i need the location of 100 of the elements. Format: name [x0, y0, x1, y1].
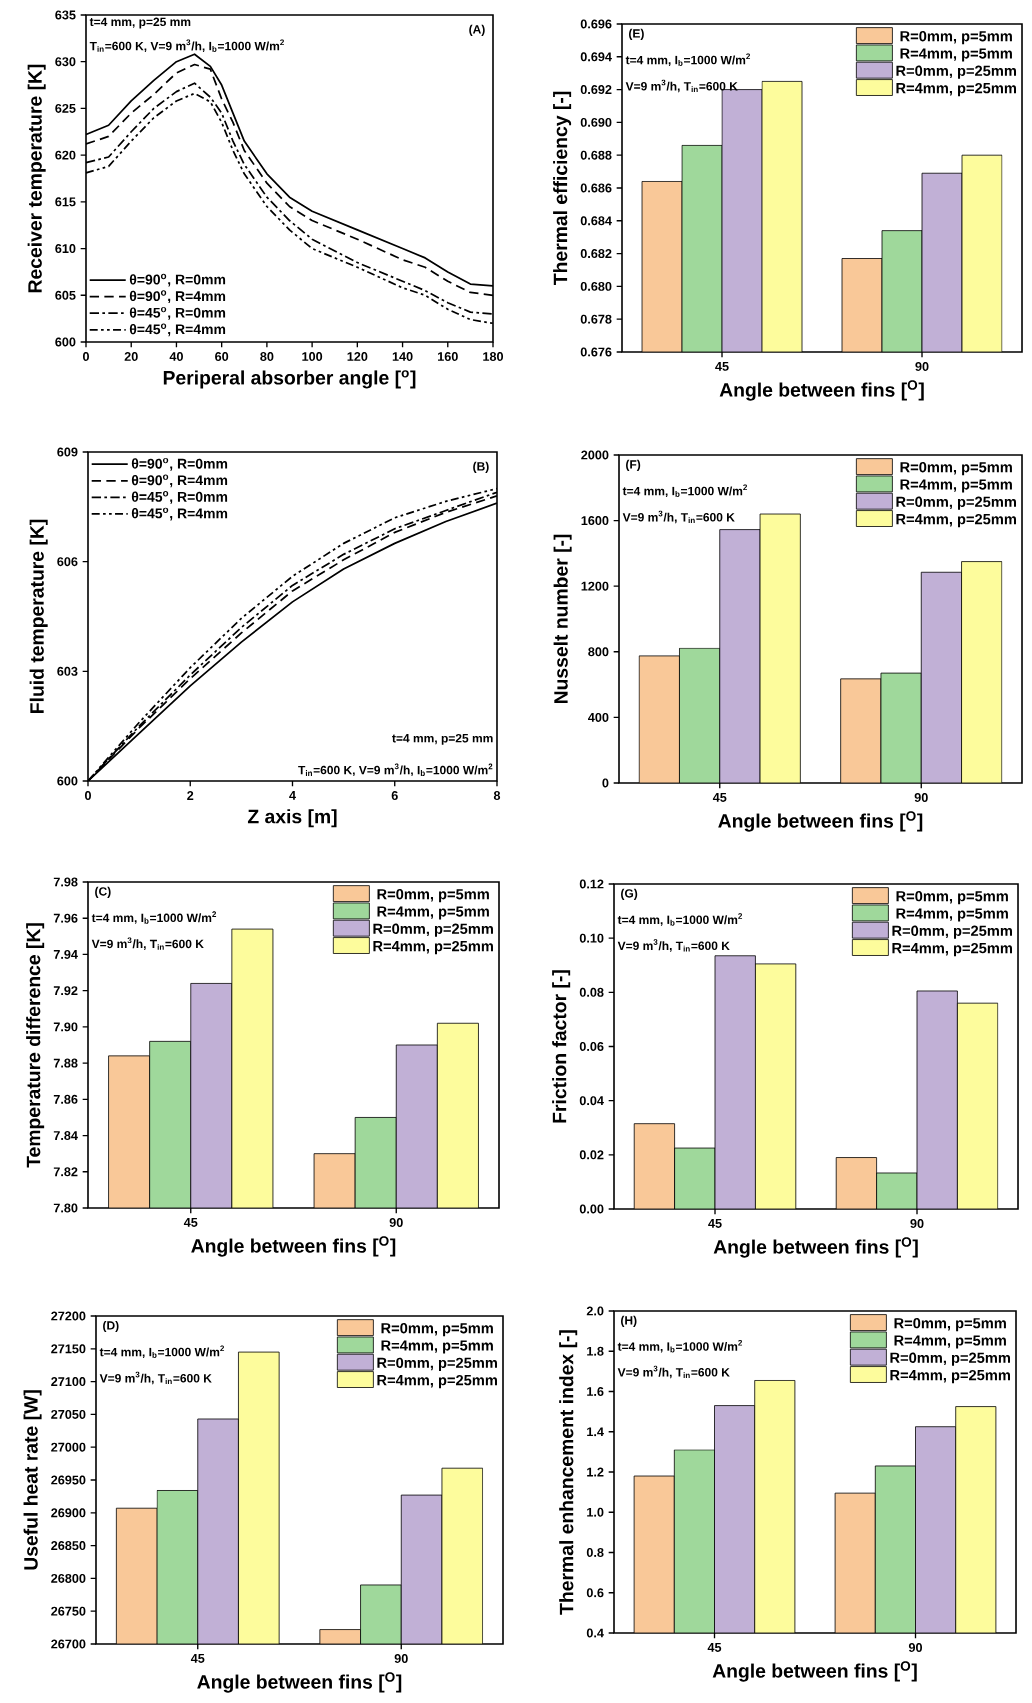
annotation: t=4 mm, p=25 mm	[392, 733, 493, 745]
y-tick-label: 2.0	[586, 1306, 604, 1316]
legend-label: R=4mm, p=5mm	[381, 1340, 493, 1354]
annotation: (A)	[469, 24, 485, 36]
legend-label: R=4mm, p=5mm	[894, 1335, 1006, 1349]
y-tick-label: 605	[55, 290, 76, 300]
y-tick-label: 26950	[51, 1475, 86, 1485]
y-tick-label: 26900	[51, 1508, 86, 1518]
legend-label: R=0mm, p=5mm	[896, 891, 1008, 905]
y-tick-label: 610	[55, 244, 76, 254]
y-tick-label: 600	[57, 776, 78, 786]
annotation: T$_{in}$=600 K, V=9 m$^{3}$/h, I$_{b}$=1000 W/m$^{2}$	[89, 39, 284, 53]
annotation: t=4 mm, I$_{b}$=1000 W/m$^{2}$	[91, 911, 217, 924]
y-tick-label: 26800	[51, 1573, 86, 1583]
y-tick-label: 27000	[51, 1442, 86, 1452]
y-tick-label: 0.690	[580, 117, 612, 127]
y-tick-label: 400	[588, 712, 609, 722]
annotation: V=9 m$^{3}$/h, T$_{in}$=600 K	[622, 510, 735, 524]
y-tick-label: 27050	[51, 1409, 86, 1419]
y-tick-label: 600	[55, 337, 76, 347]
legend-label: θ=90$^{o}$, R=4mm	[131, 474, 228, 488]
y-axis-title: Useful heat rate [W]	[23, 1390, 42, 1570]
legend-label: R=0mm, p=25mm	[896, 65, 1017, 79]
x-tick-label: 2	[187, 791, 194, 800]
y-tick-label: 7.88	[53, 1058, 78, 1068]
y-tick-label: 27100	[51, 1377, 86, 1387]
y-axis-title: Thermal enhancement index [-]	[559, 1330, 578, 1615]
legend-label: R=4mm, p=25mm	[896, 82, 1017, 97]
y-tick-label: 0.696	[580, 19, 612, 29]
annotation: t=4 mm, I$_{b}$=1000 W/m$^{2}$	[625, 53, 751, 67]
annotation: (B)	[473, 461, 489, 474]
legend-label: θ=90$^{o}$, R=0mm	[129, 273, 226, 287]
y-tick-label: 7.82	[53, 1167, 78, 1177]
y-tick-label: 1600	[581, 516, 609, 526]
annotation: (C)	[95, 886, 111, 899]
legend-label: R=4mm, p=5mm	[377, 906, 489, 920]
x-tick-label: 60	[215, 352, 229, 361]
y-tick-label: 0.676	[580, 347, 612, 357]
x-tick-label: 6	[391, 791, 398, 800]
y-tick-label: 0.694	[580, 52, 612, 62]
annotation: T$_{in}$=600 K, V=9 m$^{3}$/h, I$_{b}$=1000 W/m$^{2}$	[298, 763, 493, 777]
x-tick-label: 4	[289, 791, 296, 800]
x-tick-label: 45	[715, 362, 729, 371]
legend-label: R=0mm, p=5mm	[900, 462, 1012, 476]
legend-label: R=0mm, p=25mm	[896, 496, 1016, 510]
y-tick-label: 603	[57, 666, 78, 676]
legend-label: R=0mm, p=25mm	[892, 925, 1012, 939]
y-tick-label: 27150	[51, 1344, 86, 1354]
legend-label: R=4mm, p=25mm	[890, 1369, 1010, 1384]
annotation: t=4 mm, I$_{b}$=1000 W/m$^{2}$	[617, 913, 743, 926]
x-axis-title: Z axis [m]	[247, 809, 337, 828]
y-tick-label: 0	[602, 778, 609, 788]
annotation: (H)	[621, 1315, 637, 1327]
y-tick-label: 0.686	[580, 183, 612, 193]
y-tick-label: 0.02	[579, 1150, 604, 1160]
y-axis-title: Nusselt number [-]	[553, 534, 572, 704]
y-tick-label: 7.98	[53, 877, 78, 887]
x-tick-label: 90	[908, 1643, 923, 1653]
x-tick-label: 90	[389, 1218, 403, 1228]
x-tick-label: 90	[910, 1219, 924, 1229]
legend-label: θ=45$^{o}$, R=0mm	[131, 491, 228, 504]
y-tick-label: 0.8	[586, 1548, 604, 1557]
annotation: (F)	[626, 459, 641, 472]
x-tick-label: 45	[190, 1654, 205, 1663]
legend-label: θ=45$^{o}$, R=4mm	[131, 507, 228, 521]
y-tick-label: 0.12	[579, 879, 604, 889]
legend-label: R=4mm, p=5mm	[900, 48, 1012, 62]
x-axis-title: Angle between fins [$^{O}$]	[713, 1237, 918, 1258]
x-tick-label: 45	[712, 793, 727, 802]
y-axis-title: Receiver temperature [K]	[27, 64, 46, 293]
annotation: (D)	[103, 1320, 119, 1333]
x-tick-label: 140	[392, 352, 413, 361]
x-axis-title: Angle between fins [$^{O}$]	[191, 1236, 396, 1257]
annotation: V=9 m$^{3}$/h, T$_{in}$=600 K	[617, 1365, 730, 1379]
legend-label: R=0mm, p=25mm	[373, 923, 493, 937]
y-tick-label: 0.04	[579, 1096, 604, 1106]
y-tick-label: 0.678	[580, 314, 612, 324]
legend-label: R=0mm, p=5mm	[381, 1323, 493, 1337]
y-tick-label: 635	[55, 10, 76, 20]
y-tick-label: 620	[55, 150, 76, 160]
y-tick-label: 7.84	[53, 1131, 78, 1141]
legend-label: R=0mm, p=5mm	[894, 1317, 1006, 1332]
y-tick-label: 7.92	[53, 986, 78, 996]
y-tick-label: 0.682	[580, 249, 612, 259]
legend-label: R=4mm, p=5mm	[896, 908, 1008, 922]
y-axis-title: Fluid temperature [K]	[29, 519, 48, 713]
y-tick-label: 1.0	[587, 1507, 604, 1517]
y-tick-label: 0.08	[579, 987, 604, 997]
legend-label: R=0mm, p=25mm	[890, 1352, 1010, 1366]
y-tick-label: 0.692	[580, 85, 612, 95]
y-tick-label: 0.06	[579, 1042, 604, 1051]
x-tick-label: 8	[493, 791, 501, 800]
x-tick-label: 45	[707, 1643, 722, 1652]
x-tick-label: 180	[483, 352, 504, 361]
x-tick-label: 20	[124, 352, 138, 361]
legend-label: R=4mm, p=25mm	[896, 513, 1016, 528]
y-tick-label: 0.6	[586, 1588, 604, 1598]
y-tick-label: 630	[55, 57, 76, 67]
y-tick-label: 606	[57, 557, 78, 567]
x-tick-label: 45	[183, 1218, 198, 1227]
